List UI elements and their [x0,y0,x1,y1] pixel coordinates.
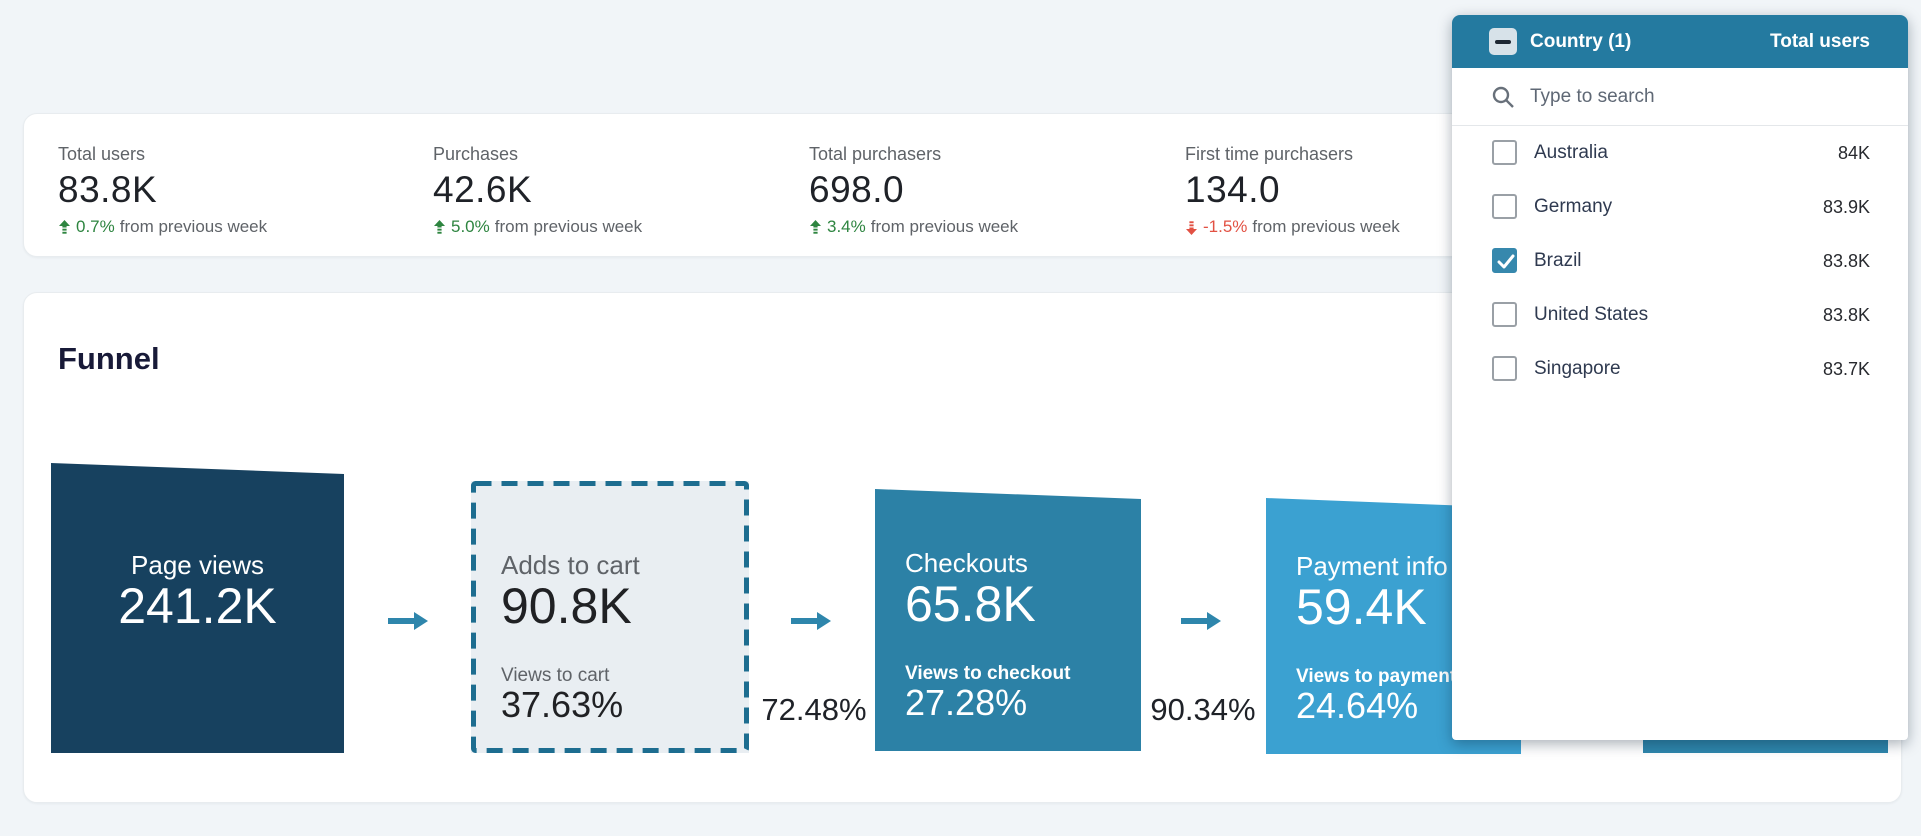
arrow-up-icon [59,219,70,234]
option-value: 83.9K [1822,197,1870,217]
option-label: Germany [1534,196,1613,217]
funnel-arrow-icon [1179,609,1223,633]
option-label: United States [1534,304,1649,325]
dashed-selection-border [471,481,749,753]
funnel-step-page-views[interactable]: Page views 241.2K [51,463,344,753]
checkbox[interactable] [1492,356,1517,381]
option-row-australia[interactable]: Australia 84K [1452,126,1908,180]
filter-panel-header: Country (1) Total users [1452,15,1908,68]
kpi-value: 134.0 [1185,169,1281,210]
step-name: Page views [131,550,264,580]
kpi-first-time-purchasers: First time purchasers 134.0 -1.5% from p… [1185,142,1400,238]
step-rate: 37.63% [501,684,624,725]
checkbox[interactable] [1492,302,1517,327]
option-value: 83.8K [1822,305,1870,325]
checkbox[interactable] [1492,248,1517,273]
checkbox[interactable] [1492,194,1517,219]
kpi-change: 0.7% [76,217,115,236]
kpi-change-note: from previous week [1252,217,1400,236]
step-rate-label: Views to cart [501,665,610,686]
kpi-change: 3.4% [827,217,866,236]
filter-search-row [1452,68,1908,125]
step-rate-label: Views to payment info [1296,666,1497,687]
option-label: Brazil [1534,250,1582,271]
step-value: 59.4K [1296,579,1427,635]
option-value: 84K [1837,143,1870,163]
check-icon [1497,254,1515,269]
kpi-value: 83.8K [58,169,158,210]
kpi-change: 5.0% [451,217,490,236]
step-value: 241.2K [118,578,277,634]
step-rate: 27.28% [905,682,1028,723]
step-value: 90.8K [501,578,632,634]
kpi-total-purchasers: Total purchasers 698.0 3.4% from previou… [809,142,1018,238]
kpi-value: 42.6K [433,169,533,210]
kpi-label: Purchases [433,144,519,164]
option-label: Australia [1534,142,1608,163]
kpi-purchases: Purchases 42.6K 5.0% from previous week [433,142,642,238]
funnel-arrow-icon [386,609,430,633]
step-name: Adds to cart [501,550,640,580]
funnel-title: Funnel [58,341,160,376]
transition-rate: 72.48% [761,692,867,727]
funnel-step-adds-to-cart-selected[interactable]: Adds to cart 90.8K Views to cart 37.63% [471,481,749,753]
step-rate: 24.64% [1296,685,1419,726]
option-value: 83.8K [1822,251,1870,271]
kpi-value: 698.0 [809,169,905,210]
kpi-delta: 3.4% from previous week [809,216,1018,238]
kpi-label: First time purchasers [1185,144,1354,164]
minus-icon [1495,40,1511,44]
search-input[interactable] [1530,80,1850,114]
kpi-delta: -1.5% from previous week [1185,216,1400,238]
search-icon [1492,86,1514,108]
kpi-label: Total users [58,144,146,164]
kpi-delta: 5.0% from previous week [433,216,642,238]
option-row-brazil[interactable]: Brazil 83.8K [1452,234,1908,288]
divider [1452,125,1908,126]
kpi-change: -1.5% [1203,217,1248,236]
kpi-change-note: from previous week [870,217,1019,236]
checkbox[interactable] [1492,140,1517,165]
option-row-singapore[interactable]: Singapore 83.7K [1452,342,1908,396]
option-row-germany[interactable]: Germany 83.9K [1452,180,1908,234]
arrow-up-icon [434,219,445,234]
funnel-step-checkouts[interactable]: Checkouts 65.8K Views to checkout 27.28% [875,489,1141,751]
step-rate-label: Views to checkout [905,663,1071,684]
kpi-change-note: from previous week [494,217,643,236]
filter-panel-metric-header: Total users [1770,31,1870,52]
country-option-list: Australia 84K Germany 83.9K Brazil 83.8K [1452,126,1908,396]
option-value: 83.7K [1822,359,1870,379]
transition-rate: 90.34% [1150,692,1256,727]
filter-panel-title: Country (1) [1530,31,1632,52]
step-name: Checkouts [905,548,1028,578]
country-filter-panel: Country (1) Total users Australia 84K Ge… [1452,15,1908,740]
step-name: Payment info [1296,551,1448,581]
kpi-delta: 0.7% from previous week [58,216,267,238]
step-value: 65.8K [905,576,1036,632]
option-label: Singapore [1534,358,1621,379]
funnel-arrow-icon [789,609,833,633]
kpi-label: Total purchasers [809,144,942,164]
kpi-total-users: Total users 83.8K 0.7% from previous wee… [58,142,267,238]
arrow-up-icon [810,219,821,234]
arrow-down-icon [1186,220,1197,235]
option-row-united-states[interactable]: United States 83.8K [1452,288,1908,342]
kpi-change-note: from previous week [119,217,268,236]
collapse-filter-button[interactable] [1489,28,1517,55]
